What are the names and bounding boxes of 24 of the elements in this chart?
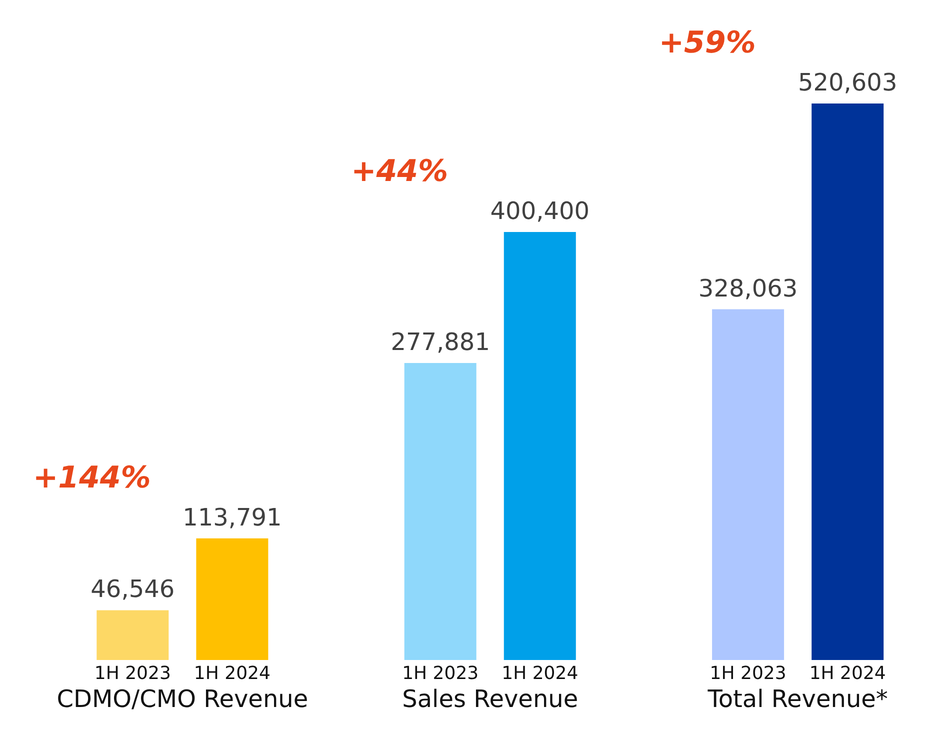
- text: 1H 2023: [710, 663, 786, 684]
- data-label: 328,063: [698, 274, 798, 302]
- annotation: +44%: [351, 154, 448, 189]
- text: 1H 2024: [502, 663, 578, 684]
- text: 1H 2024: [809, 663, 886, 684]
- series-label: 1H 2023: [94, 663, 171, 684]
- data-label: 400,400: [490, 196, 590, 225]
- x-tick-label: CDMO/CMO Revenue: [56, 685, 308, 713]
- annotation: +144%: [33, 460, 151, 496]
- series-label: 1H 2024: [194, 663, 270, 684]
- bar: [404, 362, 476, 660]
- data-label: 520,603: [798, 68, 898, 96]
- x-tick-label: Sales Revenue: [402, 685, 578, 713]
- text: 1H 2023: [402, 663, 479, 684]
- bar: [196, 538, 268, 660]
- data-label: 113,791: [182, 503, 282, 532]
- bar: [96, 610, 169, 660]
- bar: [812, 103, 884, 660]
- bar: [712, 309, 784, 660]
- data-label: 46,546: [90, 575, 175, 604]
- bar: [504, 232, 576, 660]
- x-tick-label: Total Revenue*: [706, 685, 888, 713]
- data-label: 277,881: [390, 328, 490, 356]
- text: +59%: [658, 25, 756, 60]
